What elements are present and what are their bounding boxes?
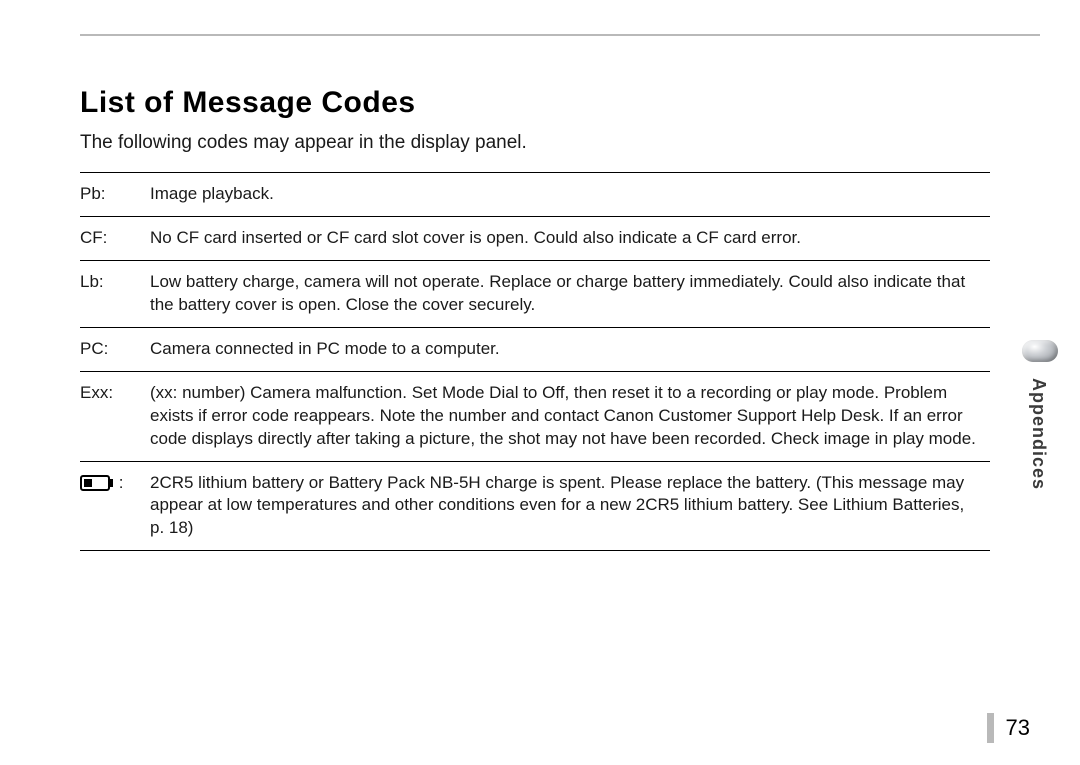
code-cell: PC: [80, 327, 150, 371]
manual-page: List of Message Codes The following code… [0, 0, 1080, 765]
top-rule [80, 34, 1040, 36]
page-title: List of Message Codes [80, 86, 990, 120]
desc-cell: (xx: number) Camera malfunction. Set Mod… [150, 371, 990, 461]
tab-pill-icon [1022, 340, 1058, 362]
table-row: Lb: Low battery charge, camera will not … [80, 260, 990, 327]
content-block: List of Message Codes The following code… [80, 86, 990, 551]
code-cell-battery: : [80, 461, 150, 551]
table-row: : 2CR5 lithium battery or Battery Pack N… [80, 461, 990, 551]
tab-label: Appendices [1028, 378, 1049, 490]
table-row: CF: No CF card inserted or CF card slot … [80, 216, 990, 260]
table-row: Pb: Image playback. [80, 173, 990, 217]
code-colon: : [119, 473, 124, 492]
code-cell: Pb: [80, 173, 150, 217]
intro-text: The following codes may appear in the di… [80, 132, 990, 154]
desc-cell: Low battery charge, camera will not oper… [150, 260, 990, 327]
page-number: 73 [1006, 715, 1030, 741]
code-cell: Lb: [80, 260, 150, 327]
desc-cell: 2CR5 lithium battery or Battery Pack NB-… [150, 461, 990, 551]
battery-icon [80, 475, 114, 491]
code-cell: CF: [80, 216, 150, 260]
side-tab: Appendices [1028, 340, 1058, 490]
message-codes-table: Pb: Image playback. CF: No CF card inser… [80, 172, 990, 551]
page-number-block: 73 [987, 713, 1030, 743]
table-row: Exx: (xx: number) Camera malfunction. Se… [80, 371, 990, 461]
code-cell: Exx: [80, 371, 150, 461]
page-number-bar [987, 713, 994, 743]
desc-cell: No CF card inserted or CF card slot cove… [150, 216, 990, 260]
desc-cell: Camera connected in PC mode to a compute… [150, 327, 990, 371]
desc-cell: Image playback. [150, 173, 990, 217]
table-row: PC: Camera connected in PC mode to a com… [80, 327, 990, 371]
